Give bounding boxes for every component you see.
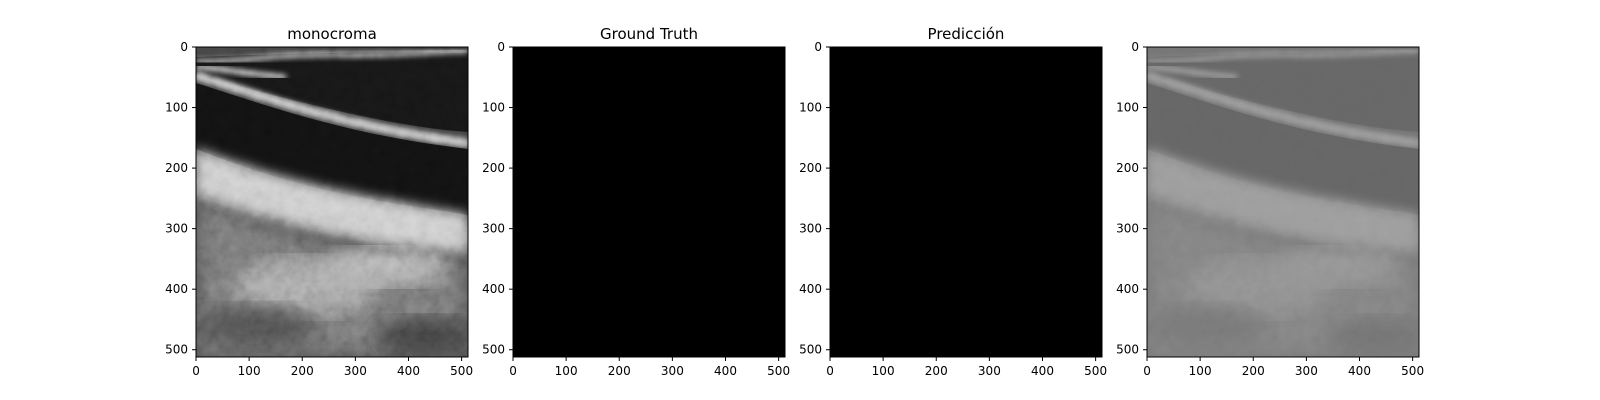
x-tick-label: 300 [661, 364, 684, 378]
y-tick-label: 200 [1116, 161, 1139, 175]
y-tick-label: 400 [165, 282, 188, 296]
panel-1: 0 100 200 300 400 500 0 100 200 300 400 500 monocrom… [165, 25, 476, 378]
panel-4: 0 100 200 300 400 500 0 100 200 300 400 500 [1116, 40, 1424, 378]
x-tick-label: 0 [1143, 364, 1151, 378]
y-tick-label: 0 [814, 40, 822, 54]
y-tick-label: 100 [165, 101, 188, 115]
panel-1-title: monocroma [287, 25, 377, 43]
x-tick-label: 100 [555, 364, 578, 378]
y-tick-label: 300 [1116, 222, 1139, 236]
x-tick-label: 200 [925, 364, 948, 378]
y-tick-label: 400 [1116, 282, 1139, 296]
y-tick-label: 300 [799, 222, 822, 236]
panel-1-frame [195, 46, 469, 358]
y-tick-label: 100 [482, 101, 505, 115]
panel-3-image [830, 47, 1102, 357]
panel-2-title: Ground Truth [600, 25, 698, 43]
x-tick-label: 0 [509, 364, 517, 378]
x-tick-label: 0 [826, 364, 834, 378]
x-tick-label: 500 [767, 364, 790, 378]
x-tick-label: 300 [978, 364, 1001, 378]
panel-1-image [196, 47, 476, 357]
x-tick-label: 200 [608, 364, 631, 378]
y-tick-label: 0 [497, 40, 505, 54]
x-tick-label: 300 [344, 364, 367, 378]
x-tick-label: 400 [1031, 364, 1054, 378]
y-tick-label: 300 [482, 222, 505, 236]
y-tick-label: 400 [482, 282, 505, 296]
y-tick-label: 0 [1131, 40, 1139, 54]
panel-2-frame [512, 46, 786, 358]
y-tick-label: 300 [165, 222, 188, 236]
x-tick-label: 500 [1401, 364, 1424, 378]
y-tick-label: 100 [799, 101, 822, 115]
y-tick-label: 500 [799, 343, 822, 357]
x-tick-label: 100 [1189, 364, 1212, 378]
y-tick-label: 500 [1116, 343, 1139, 357]
y-tick-label: 200 [482, 161, 505, 175]
x-tick-label: 400 [714, 364, 737, 378]
panel-3-title: Predicción [928, 25, 1005, 43]
panel-3: 0 100 200 300 400 500 0 100 200 300 400 500 Predicci… [799, 25, 1107, 378]
y-tick-label: 200 [799, 161, 822, 175]
x-tick-label: 0 [192, 364, 200, 378]
panel-2: 0 100 200 300 400 500 0 100 200 300 400 500 Ground T… [482, 25, 790, 378]
panel-4-image [1147, 47, 1419, 357]
y-tick-label: 0 [180, 40, 188, 54]
x-tick-label: 500 [450, 364, 473, 378]
x-tick-label: 100 [238, 364, 261, 378]
y-tick-label: 200 [165, 161, 188, 175]
panel-4-frame [1146, 46, 1420, 358]
x-tick-label: 500 [1084, 364, 1107, 378]
x-tick-label: 300 [1295, 364, 1318, 378]
panel-2-image [513, 47, 785, 357]
x-tick-label: 200 [1242, 364, 1265, 378]
x-tick-label: 400 [1348, 364, 1371, 378]
x-tick-label: 100 [872, 364, 895, 378]
x-tick-label: 200 [291, 364, 314, 378]
y-tick-label: 500 [482, 343, 505, 357]
y-tick-label: 500 [165, 343, 188, 357]
x-tick-label: 400 [397, 364, 420, 378]
panel-3-frame [829, 46, 1103, 358]
y-tick-label: 400 [799, 282, 822, 296]
y-tick-label: 100 [1116, 101, 1139, 115]
